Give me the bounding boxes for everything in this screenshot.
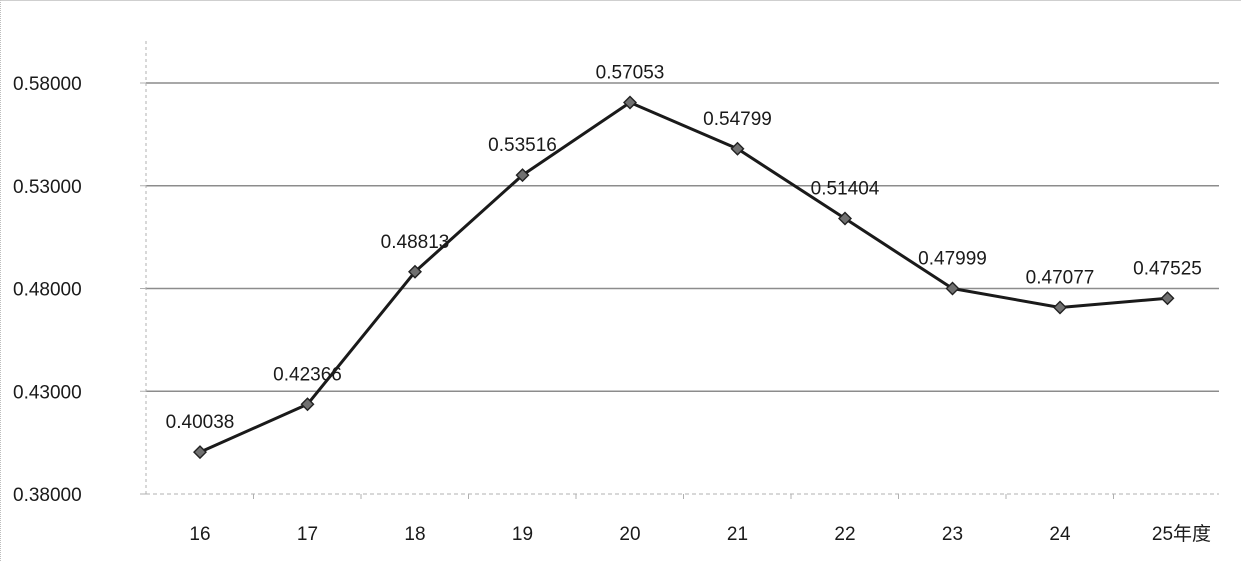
x-tick-label: 22: [834, 524, 855, 545]
data-label: 0.57053: [596, 62, 665, 83]
data-point-marker: [945, 281, 960, 296]
x-tick-label: 18: [404, 524, 425, 545]
data-label: 0.40038: [166, 412, 235, 433]
y-tick-label: 0.53000: [13, 177, 82, 198]
data-label: 0.53516: [488, 135, 557, 156]
x-tick-label: 23: [942, 524, 963, 545]
data-point-marker: [838, 211, 852, 226]
y-tick-label: 0.38000: [13, 485, 82, 506]
data-label: 0.51404: [811, 179, 880, 200]
y-tick-label: 0.58000: [13, 74, 82, 95]
x-tick-label: 20: [619, 524, 640, 545]
data-label: 0.47525: [1133, 258, 1202, 279]
data-point-marker: [193, 445, 207, 460]
x-tick-label: 24: [1049, 524, 1071, 545]
data-point-marker: [1160, 291, 1175, 306]
x-tick-label: 19: [512, 524, 533, 545]
data-point-marker: [300, 397, 315, 412]
data-point-marker: [408, 264, 422, 279]
axes: [140, 41, 1219, 499]
series-line: [199, 100, 1168, 454]
data-label: 0.54799: [703, 109, 772, 130]
data-labels: 0.40038 0.42366 0.48813 0.53516 0.57053 0.547…: [166, 62, 1202, 433]
data-point-marker: [515, 168, 530, 183]
data-label: 0.47999: [918, 249, 987, 270]
x-tick-label: 25年度: [1152, 523, 1211, 545]
x-tick-labels: 16 17 18 19 20 21 22 23 24 25年度: [189, 523, 1211, 545]
data-label: 0.48813: [381, 232, 450, 253]
y-tick-label: 0.43000: [13, 382, 82, 403]
data-points: [193, 95, 1175, 460]
x-tick-label: 17: [297, 524, 318, 545]
data-point-marker: [730, 141, 745, 156]
data-label: 0.42366: [273, 364, 342, 385]
data-point-marker: [1053, 300, 1067, 315]
gridlines: [146, 82, 1219, 392]
y-tick-labels: 0.38000 0.43000 0.48000 0.53000 0.58000: [13, 74, 82, 506]
series-polyline: [199, 100, 1168, 454]
data-point-marker: [623, 95, 637, 110]
x-tick-label: 16: [189, 524, 210, 545]
x-tick-label: 21: [727, 524, 748, 545]
y-tick-label: 0.48000: [13, 280, 82, 301]
data-label: 0.47077: [1026, 267, 1095, 288]
